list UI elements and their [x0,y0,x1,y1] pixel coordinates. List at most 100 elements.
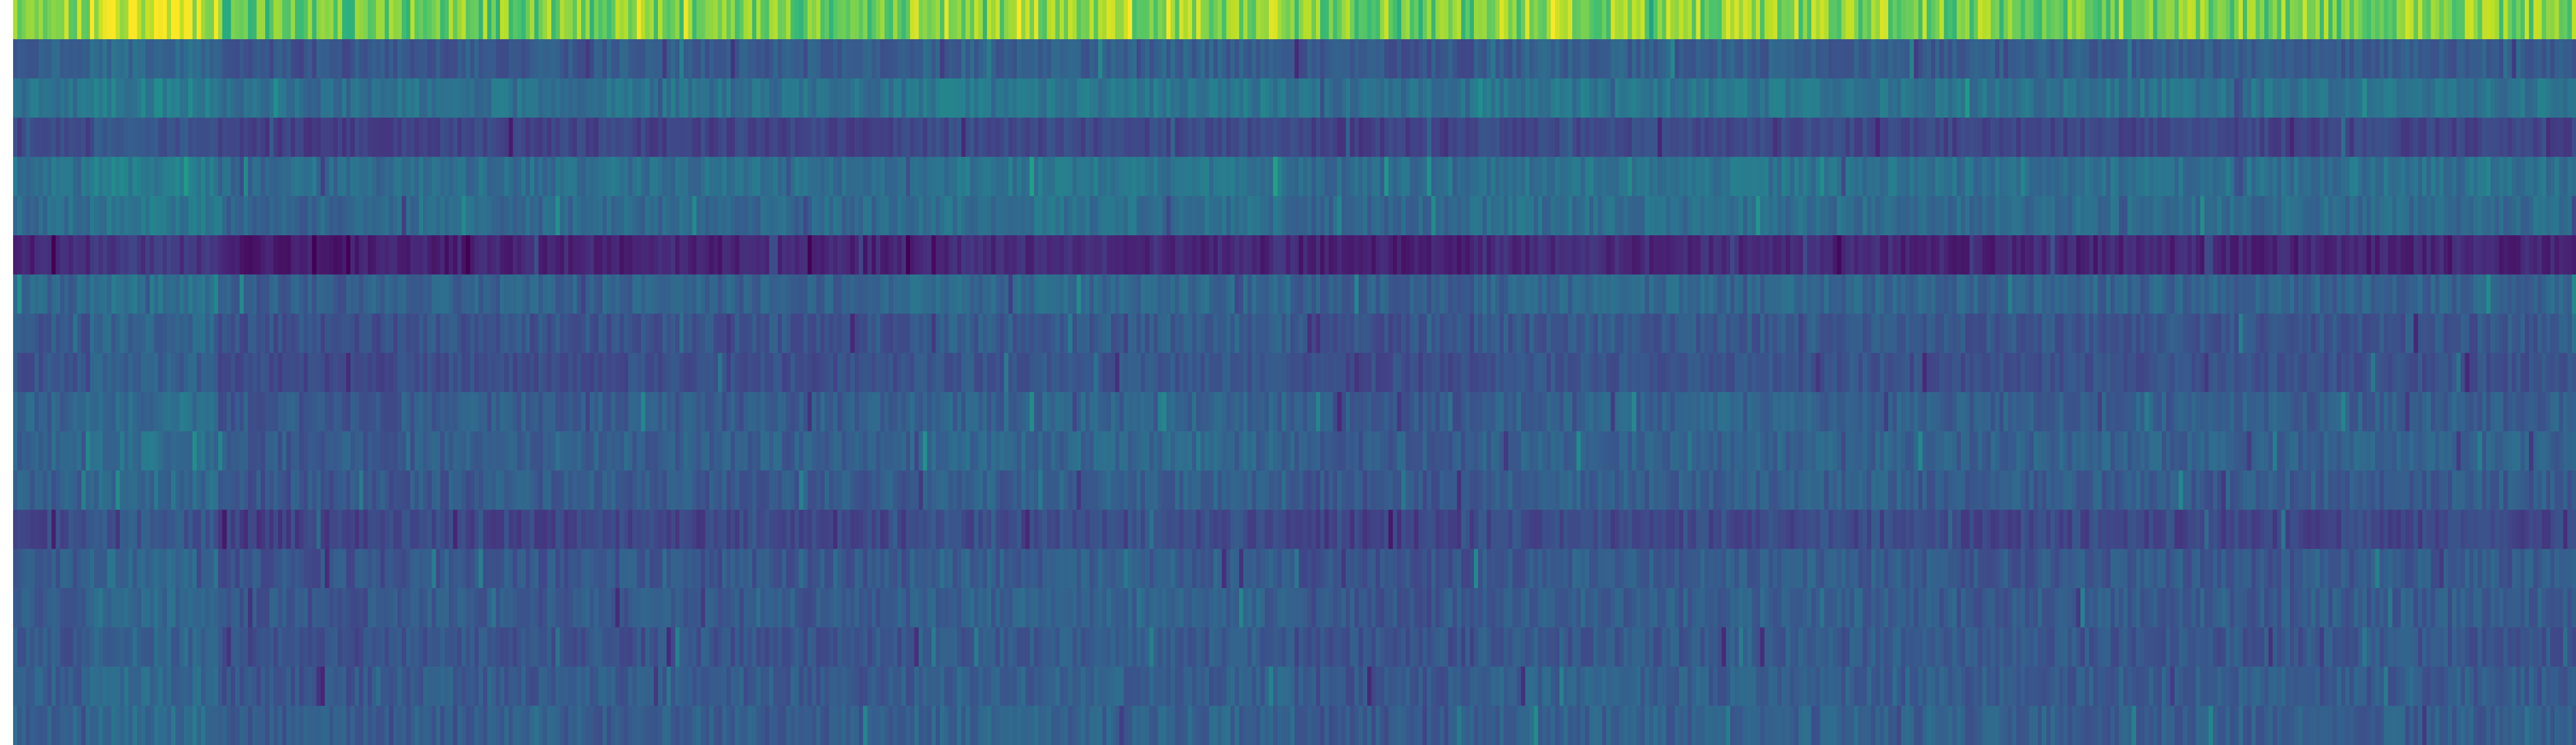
heatmap-cell [1124,0,1129,40]
heatmap-cell [974,39,979,79]
heatmap-cell [2571,157,2576,197]
heatmap-cell [1252,118,1257,157]
heatmap-cell [2443,196,2448,236]
heatmap-cell [384,39,390,79]
heatmap-cell [2273,0,2277,40]
heatmap-cell [1115,78,1120,118]
heatmap-cell [13,274,18,314]
heatmap-cell [1897,78,1902,118]
heatmap-cell [1166,157,1171,197]
heatmap-cell [1764,157,1769,197]
heatmap-cell [1145,196,1150,236]
heatmap-cell [726,0,731,40]
heatmap-cell [2409,196,2414,236]
heatmap-cell [628,0,633,40]
heatmap-cell [487,118,492,157]
heatmap-cell [244,157,248,197]
heatmap-cell [1363,0,1368,40]
heatmap-cell [2555,196,2559,236]
heatmap-cell [1315,0,1321,40]
heatmap-cell [577,78,582,118]
heatmap-cell [1713,274,1718,314]
heatmap-cell [782,0,787,40]
heatmap-cell [260,118,266,157]
heatmap-cell [1269,118,1274,157]
heatmap-cell [2059,78,2064,118]
heatmap-cell [1636,274,1641,314]
heatmap-cell [2345,78,2350,118]
heatmap-cell [295,274,300,314]
heatmap-cell [1914,39,1919,79]
heatmap-cell [1457,157,1462,197]
heatmap-cell [1931,235,1936,275]
heatmap-cell [1482,235,1488,275]
heatmap-cell [256,118,262,157]
heatmap-cell [290,196,296,236]
heatmap-cell [1948,78,1953,118]
heatmap-cell [427,118,432,157]
heatmap-cell [1581,78,1585,118]
heatmap-cell [1286,274,1291,314]
heatmap-cell [1610,78,1616,118]
heatmap-cell [2208,118,2214,157]
heatmap-cell [205,39,210,79]
heatmap-cell [940,235,945,275]
heatmap-cell [995,196,1001,236]
heatmap-cell [1269,157,1274,197]
heatmap-cell [1658,118,1662,157]
heatmap-cell [2435,274,2440,314]
heatmap-cell [607,78,611,118]
heatmap-cell [474,0,479,40]
heatmap-cell [598,314,603,353]
heatmap-cell [2478,118,2482,157]
heatmap-cell [1239,78,1244,118]
heatmap-cell [2115,157,2119,197]
heatmap-cell [1658,157,1662,197]
heatmap-cell [1068,274,1073,314]
heatmap-cell [671,274,676,314]
heatmap-cell [1474,196,1479,236]
heatmap-cell [85,118,90,157]
heatmap-cell [1171,157,1175,197]
heatmap-cell [2136,118,2141,157]
heatmap-cell [1760,118,1765,157]
heatmap-cell [1623,235,1628,275]
heatmap-cell [1747,196,1752,236]
heatmap-cell [572,78,577,118]
heatmap-cell [1106,78,1111,118]
heatmap-cell [274,157,278,197]
heatmap-cell [150,196,155,236]
heatmap-cell [2068,157,2072,197]
heatmap-cell [2358,39,2363,79]
heatmap-cell [931,78,936,118]
heatmap-cell [1602,196,1607,236]
heatmap-cell [675,235,680,275]
heatmap-cell [1538,235,1543,275]
heatmap-cell [248,196,253,236]
heatmap-cell [1542,235,1547,275]
heatmap-cell [192,157,197,197]
heatmap-cell [2264,157,2269,197]
heatmap-cell [427,196,432,236]
heatmap-cell [684,39,688,79]
heatmap-cell [226,0,232,40]
heatmap-cell [1593,118,1598,157]
heatmap-cell [752,118,757,157]
heatmap-cell [1247,157,1252,197]
heatmap-cell [1354,78,1359,118]
heatmap-cell [952,0,958,40]
heatmap-cell [47,314,52,353]
heatmap-cell [1756,157,1761,197]
heatmap-cell [2358,157,2363,197]
heatmap-cell [154,118,159,157]
heatmap-cell [491,78,496,118]
heatmap-cell [1542,39,1547,79]
heatmap-cell [795,196,800,236]
heatmap-cell [1363,274,1368,314]
heatmap-cell [1674,0,1679,40]
heatmap-cell [1730,39,1735,79]
heatmap-cell [747,196,753,236]
heatmap-cell [1658,235,1662,275]
heatmap-cell [1841,78,1846,118]
heatmap-cell [2307,157,2312,197]
